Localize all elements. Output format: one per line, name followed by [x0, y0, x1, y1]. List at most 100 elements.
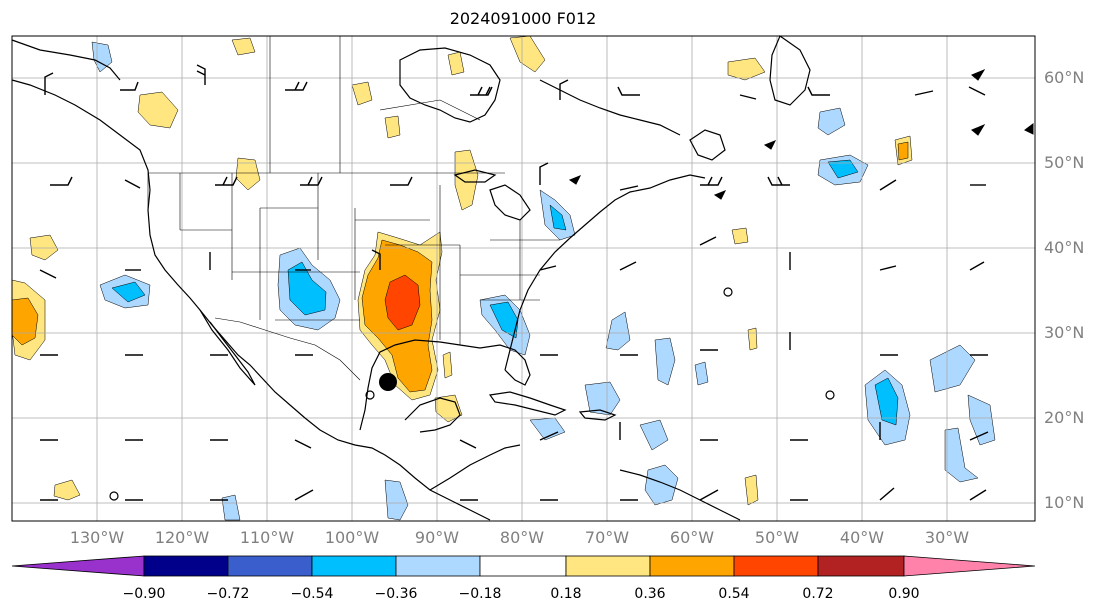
calm-marker-4: [109, 491, 119, 501]
coast-greenland: [769, 35, 811, 106]
map-title: 2024091000 F012: [449, 9, 597, 28]
wind-flags: [568, 68, 1034, 200]
colorbar-seg-6: [565, 555, 651, 577]
colorbar-tick-6: 0.18: [550, 586, 582, 602]
coast-alaska: [11, 39, 121, 81]
neg-area-caribbean-3: [529, 417, 566, 441]
storm-center-marker: [379, 373, 397, 391]
lon-label-50w: 50°W: [754, 528, 800, 547]
lon-label-70w: 70°W: [584, 528, 630, 547]
calm-marker-1: [365, 390, 375, 400]
pos-area-north-2: [231, 37, 256, 56]
colorbar-seg-4: [395, 555, 481, 577]
pos-area-ontario: [454, 149, 479, 211]
neg-area-south-2: [644, 464, 679, 506]
lon-label-120w: 120°W: [154, 528, 210, 547]
neg-area-greenland: [817, 107, 846, 136]
lon-label-100w: 100°W: [324, 528, 380, 547]
pos-area-north-1: [447, 51, 465, 76]
lat-label-50n: 50°N: [1044, 153, 1085, 172]
pos-area-canada-1: [351, 81, 373, 106]
colorbar-seg-2: [227, 555, 313, 577]
neg-area-caribbean-1: [584, 381, 621, 416]
neg-area-south-1: [654, 337, 676, 386]
pos-area-mid-1: [731, 227, 749, 245]
colorbar-seg-5: [479, 555, 567, 577]
lon-label-90w: 90°W: [414, 528, 460, 547]
coast-hispaniola: [578, 409, 617, 421]
neg-area-southwest-core: [287, 261, 327, 316]
colorbar-seg-7: [649, 555, 735, 577]
coast-pacific-north: [11, 79, 491, 521]
lat-label-10n: 10°N: [1044, 493, 1085, 512]
colorbar: [11, 555, 1036, 577]
colorbar-tick-7: 0.36: [634, 586, 666, 602]
pos-area-atlantic-1: [727, 57, 766, 81]
coast-lake-superior: [453, 169, 497, 183]
calm-marker-2: [723, 287, 733, 297]
colorbar-tick-10: 0.90: [888, 586, 920, 602]
pos-area-south-2: [53, 479, 81, 501]
coast-great-lakes: [489, 184, 531, 221]
political-borders: [147, 36, 560, 381]
neg-area-caribbean-2: [639, 419, 669, 451]
lon-label-130w: 130°W: [69, 528, 125, 547]
pos-area-pacific-nw: [137, 91, 179, 129]
colorbar-tick-5: −0.18: [458, 586, 502, 602]
lat-label-20n: 20°N: [1044, 408, 1085, 427]
neg-area-south-3: [384, 479, 409, 521]
colorbar-under-arrow: [11, 555, 145, 577]
neg-area-atlantic-5: [944, 427, 979, 483]
neg-area-atlantic-2-core: [874, 377, 899, 426]
coast-yucatan: [404, 397, 461, 433]
colorbar-tick-1: −0.90: [122, 586, 166, 602]
neg-area-atlantic-3: [929, 344, 976, 393]
colorbar-tick-8: 0.54: [718, 586, 750, 602]
shading-layer: [11, 35, 996, 521]
neg-area-atlantic-1-core: [827, 159, 859, 179]
neg-area-southeast-core: [489, 301, 519, 339]
graticule: [12, 36, 1035, 521]
pos-area-west-2: [235, 157, 261, 191]
neg-area-mid-2: [694, 361, 709, 386]
colorbar-tick-4: −0.36: [374, 586, 418, 602]
neg-area-atlantic-4: [967, 394, 996, 446]
lat-label-60n: 60°N: [1044, 68, 1085, 87]
lon-label-40w: 40°W: [839, 528, 885, 547]
coast-labrador: [539, 79, 681, 136]
pos-area-west-1: [29, 234, 59, 261]
lon-label-60w: 60°W: [669, 528, 715, 547]
pos-area-atlantic-2-orange: [897, 141, 909, 161]
neg-area-pacific-sw: [221, 494, 241, 521]
calm-marker-3: [825, 390, 835, 400]
colorbar-over-arrow: [903, 555, 1036, 577]
neg-area-west-core: [111, 281, 146, 303]
coast-southamerica: [619, 469, 741, 521]
colorbar-seg-3: [311, 555, 397, 577]
coastlines: [11, 35, 811, 521]
pos-area-mid-2: [747, 327, 758, 351]
coast-hudson-bay: [399, 47, 501, 123]
lon-label-30w: 30°W: [924, 528, 970, 547]
pos-area-canada-2: [384, 115, 401, 139]
pos-area-gulf-2: [442, 351, 453, 379]
colorbar-tick-9: 0.72: [802, 586, 834, 602]
coast-baja: [199, 309, 256, 386]
colorbar-seg-9: [817, 555, 905, 577]
pos-area-central-red: [384, 274, 421, 331]
map-background: [12, 36, 1035, 521]
neg-area-northeast-core: [549, 204, 567, 231]
colorbar-seg-8: [733, 555, 819, 577]
lat-label-40n: 40°N: [1044, 238, 1085, 257]
lon-label-110w: 110°W: [239, 528, 295, 547]
coast-central-am: [429, 444, 521, 491]
lat-label-30n: 30°N: [1044, 323, 1085, 342]
colorbar-seg-1: [143, 555, 229, 577]
wind-barbs: [39, 64, 989, 501]
colorbar-tick-3: −0.54: [290, 586, 334, 602]
coast-newfoundland: [689, 129, 726, 161]
coast-atlantic: [504, 174, 706, 371]
lon-label-80w: 80°W: [499, 528, 545, 547]
colorbar-tick-2: −0.72: [206, 586, 250, 602]
